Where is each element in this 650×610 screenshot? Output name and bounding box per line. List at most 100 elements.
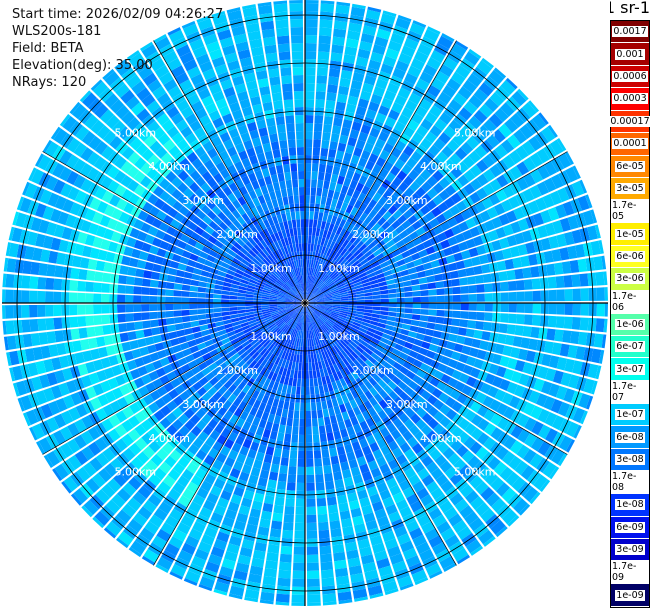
range-gate [336,445,346,456]
range-gate [310,187,317,196]
range-gate [335,413,344,423]
range-gate [332,242,339,251]
range-gate [243,192,252,203]
range-gate [319,433,327,443]
range-gate [305,330,307,339]
range-gate [338,453,348,464]
range-gate [403,209,414,220]
range-gate [306,267,309,276]
range-gate [227,393,237,404]
range-gate [94,437,108,452]
range-gate [449,153,462,166]
range-gate [263,192,271,203]
range-gate [246,387,255,397]
range-gate [371,222,381,232]
range-gate [364,178,375,189]
range-gate [248,319,257,325]
range-gate [415,264,425,273]
range-gate [470,427,483,441]
range-gate [194,337,205,345]
range-gate [350,572,365,584]
range-gate [141,555,155,566]
range-gate [217,385,228,396]
range-gate [181,303,190,310]
range-gate [470,178,482,191]
range-gate [100,357,111,369]
range-gate [114,59,127,70]
range-gate [22,333,33,348]
range-gate [186,481,199,494]
range-gate [308,227,313,236]
range-gate [152,263,162,273]
range-gate [457,86,473,100]
range-gate [197,342,207,351]
range-gate [206,492,219,504]
range-gate [301,362,305,371]
range-gate [247,573,262,584]
range-gate [101,145,115,160]
range-gate [292,179,299,188]
range-gate [271,242,278,252]
range-gate [419,71,434,84]
range-gate [289,261,294,270]
range-gate [310,275,314,284]
range-gate [375,226,385,236]
range-gate [190,231,201,241]
range-gate [166,274,176,283]
range-gate [100,238,111,251]
range-gate [128,257,139,268]
range-gate [311,286,317,294]
range-gate [368,257,378,265]
range-gate [306,530,318,539]
range-gate [556,289,565,302]
range-gate [524,303,533,314]
range-gate [347,492,358,503]
range-gate [125,304,134,313]
range-gate [73,142,88,158]
range-gate [305,291,309,300]
range-gate [152,359,163,370]
range-gate [172,164,184,176]
range-gate [341,411,350,421]
range-gate [308,314,313,322]
range-gate [201,366,212,376]
range-gate [241,275,251,282]
range-gate [172,529,187,542]
range-gate [260,185,269,195]
range-gate [38,263,48,276]
range-gate [301,370,305,379]
range-gate [323,180,330,190]
range-gate [237,334,247,341]
range-gate [125,294,134,303]
range-gate [338,341,346,350]
range-gate [315,195,322,205]
range-gate [311,330,315,339]
range-gate [200,533,215,546]
range-gate [282,521,294,531]
range-gate [183,227,194,237]
colorbar-level: 3e-09 [611,539,649,562]
range-gate [271,355,278,364]
range-gate [312,259,317,269]
range-gate [267,244,275,253]
range-gate [333,28,347,38]
range-gate [275,19,289,29]
range-gate [330,173,339,183]
range-gate [386,279,395,285]
range-gate [89,457,103,472]
range-gate [444,366,455,377]
range-gate [191,326,201,334]
range-gate [458,418,471,431]
range-gate [181,315,191,323]
range-gate [254,187,263,198]
range-gate [313,310,321,317]
range-gate [350,362,358,371]
range-gate [226,94,239,106]
range-gate [326,214,333,223]
range-gate [459,277,468,286]
range-gate [420,303,429,309]
range-gate [248,423,258,434]
range-gate [386,135,398,147]
range-gate [256,392,265,402]
range-gate [507,134,521,149]
